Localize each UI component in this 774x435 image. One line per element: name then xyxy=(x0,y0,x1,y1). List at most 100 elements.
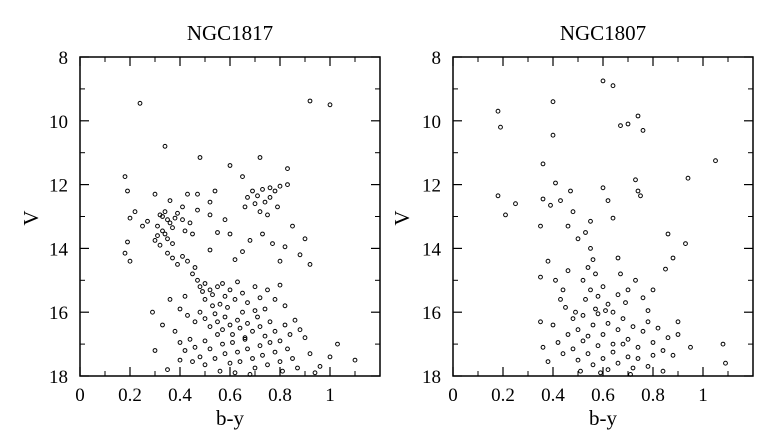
data-point xyxy=(633,277,638,283)
data-point xyxy=(495,193,501,199)
data-point xyxy=(615,327,621,333)
data-point xyxy=(260,231,265,237)
x-tick-label: 0.2 xyxy=(118,385,142,406)
y-tick-label: 10 xyxy=(49,112,68,133)
data-point xyxy=(590,362,596,368)
data-point xyxy=(645,364,651,369)
data-point xyxy=(162,231,168,237)
data-point xyxy=(230,332,235,337)
y-axis-label: V xyxy=(390,210,414,225)
data-point xyxy=(197,309,203,315)
data-point xyxy=(548,202,553,208)
data-point xyxy=(215,319,220,325)
data-point xyxy=(187,336,193,342)
data-point xyxy=(252,201,258,207)
data-point xyxy=(140,223,145,229)
data-point xyxy=(618,271,623,277)
data-point xyxy=(290,223,295,229)
data-point xyxy=(277,258,283,264)
data-point xyxy=(207,247,213,253)
data-point xyxy=(177,340,183,345)
data-point xyxy=(495,108,501,114)
data-point xyxy=(240,309,245,315)
data-point xyxy=(620,316,626,322)
data-point xyxy=(285,346,290,352)
data-point xyxy=(237,325,243,331)
data-point xyxy=(165,367,170,373)
data-point xyxy=(553,180,558,186)
data-point xyxy=(588,218,593,224)
data-point xyxy=(235,279,240,285)
data-point xyxy=(580,277,586,283)
data-point xyxy=(170,225,175,231)
data-point xyxy=(210,292,215,298)
data-point xyxy=(277,282,283,288)
data-point xyxy=(257,155,263,160)
data-point xyxy=(565,332,571,337)
data-point xyxy=(222,293,228,299)
data-point xyxy=(190,271,195,277)
data-point xyxy=(287,332,293,337)
data-point xyxy=(202,281,208,286)
data-point xyxy=(227,287,233,293)
data-point xyxy=(575,357,581,363)
data-point xyxy=(152,238,158,243)
data-point xyxy=(685,175,691,181)
data-point xyxy=(202,316,208,322)
data-point xyxy=(620,341,626,347)
data-point xyxy=(630,365,636,371)
data-point xyxy=(615,292,621,298)
data-point xyxy=(180,204,185,210)
data-point xyxy=(197,155,203,160)
scatter-points xyxy=(495,78,728,377)
data-point xyxy=(605,198,611,204)
data-point xyxy=(575,236,581,242)
data-point xyxy=(498,124,503,130)
data-point xyxy=(292,317,298,323)
data-point xyxy=(573,309,578,315)
x-tick-label: 1 xyxy=(325,385,335,406)
data-point xyxy=(605,301,611,307)
data-point xyxy=(240,290,245,296)
data-point xyxy=(222,351,228,357)
data-point xyxy=(122,174,128,180)
data-point xyxy=(215,284,220,290)
data-point xyxy=(600,284,606,290)
data-point xyxy=(568,188,573,194)
data-point xyxy=(210,303,215,309)
data-point xyxy=(660,368,666,374)
data-point xyxy=(583,297,588,302)
data-point xyxy=(195,207,200,213)
data-point xyxy=(162,209,168,215)
data-point xyxy=(212,356,218,361)
data-point xyxy=(152,348,158,353)
x-tick-label: 0 xyxy=(448,385,458,406)
x-axis-label: b-y xyxy=(589,406,617,430)
data-point xyxy=(312,370,318,376)
data-point xyxy=(257,324,263,330)
data-point xyxy=(187,220,193,226)
data-point xyxy=(260,187,265,192)
data-point xyxy=(235,317,240,323)
data-point xyxy=(257,343,263,349)
data-point xyxy=(252,284,258,290)
data-point xyxy=(167,198,173,204)
x-tick-label: 0 xyxy=(75,385,85,406)
data-point xyxy=(222,314,228,320)
data-point xyxy=(137,100,143,106)
data-point xyxy=(252,308,258,314)
data-point xyxy=(570,316,576,322)
data-point xyxy=(175,262,180,267)
data-point xyxy=(127,215,133,221)
data-point xyxy=(277,338,283,344)
data-point xyxy=(250,328,255,334)
data-point xyxy=(565,223,571,229)
data-point xyxy=(202,338,208,344)
data-point xyxy=(317,364,323,369)
data-point xyxy=(192,344,198,350)
data-point xyxy=(663,266,668,272)
data-point xyxy=(550,322,556,328)
data-point xyxy=(605,367,611,373)
